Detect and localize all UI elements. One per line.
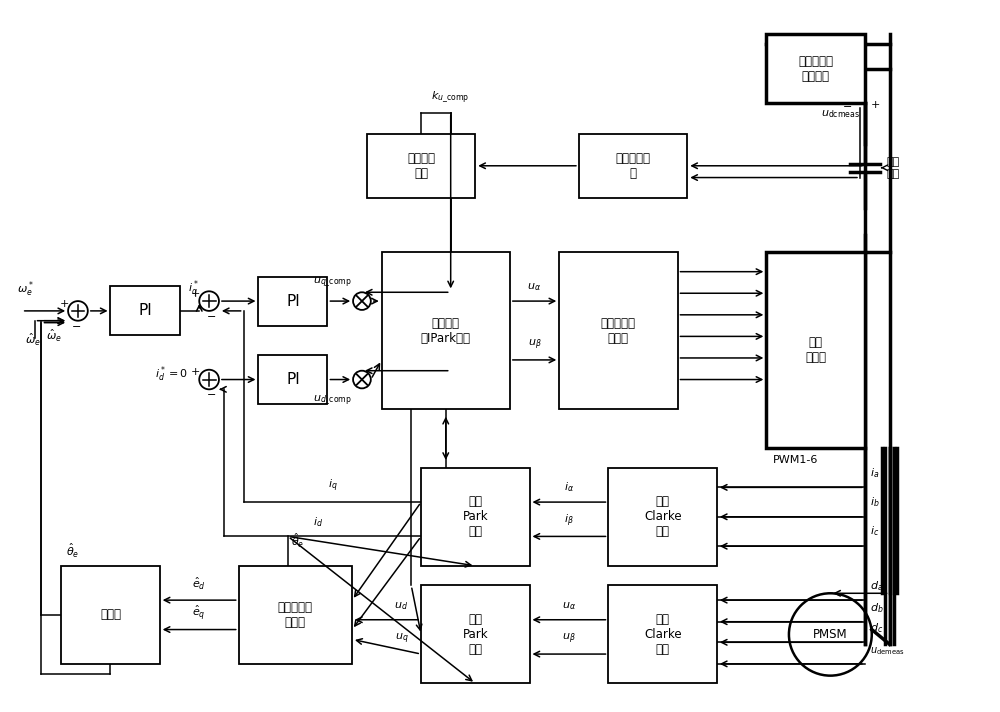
Text: $u_d$: $u_d$ <box>394 600 408 612</box>
Bar <box>239 566 352 664</box>
Text: $\hat{\theta}_e$: $\hat{\theta}_e$ <box>66 542 79 560</box>
Text: 单相或三相
整流电路: 单相或三相 整流电路 <box>798 55 833 83</box>
Text: 锁相环: 锁相环 <box>100 608 121 622</box>
Text: $i_{\beta}$: $i_{\beta}$ <box>564 512 574 528</box>
Text: $u_{\rm demeas}$: $u_{\rm demeas}$ <box>870 645 905 657</box>
Text: $u_{\beta}$: $u_{\beta}$ <box>562 632 576 646</box>
Text: $-$: $-$ <box>842 100 852 110</box>
Text: $i_a$: $i_a$ <box>870 466 879 480</box>
Text: 补偿系数
计算: 补偿系数 计算 <box>407 152 435 180</box>
Bar <box>421 585 530 684</box>
Bar <box>61 566 160 664</box>
Text: PMSM: PMSM <box>813 628 848 641</box>
Bar <box>421 468 530 566</box>
Text: 母线电压采
样: 母线电压采 样 <box>616 152 651 180</box>
Text: $i_b$: $i_b$ <box>870 495 879 509</box>
Bar <box>110 286 180 335</box>
Text: $u_{\beta}$: $u_{\beta}$ <box>528 337 541 352</box>
Text: $u_{\alpha}$: $u_{\alpha}$ <box>527 281 542 293</box>
Text: 电压
Park
变换: 电压 Park 变换 <box>463 613 488 656</box>
Text: $d_b$: $d_b$ <box>870 601 883 615</box>
Text: 电压限幅
和IPark变换: 电压限幅 和IPark变换 <box>421 317 471 345</box>
Text: $\hat{\omega}_e$: $\hat{\omega}_e$ <box>25 333 41 348</box>
Text: PI: PI <box>138 303 152 318</box>
Text: $i_q^*$: $i_q^*$ <box>188 279 199 301</box>
Bar <box>367 135 475 198</box>
Text: $+$: $+$ <box>870 100 880 110</box>
Text: 三相
逆变桥: 三相 逆变桥 <box>805 336 826 364</box>
Bar <box>608 585 717 684</box>
Bar <box>766 34 865 103</box>
Bar <box>382 252 510 409</box>
Bar <box>559 252 678 409</box>
Text: PI: PI <box>286 293 300 308</box>
Text: $\hat{e}_d$: $\hat{e}_d$ <box>192 576 206 592</box>
Text: 薄膜
电容: 薄膜 电容 <box>887 157 900 179</box>
Text: PWM1-6: PWM1-6 <box>773 455 819 465</box>
Text: $i_q$: $i_q$ <box>328 478 337 494</box>
Text: $+$: $+$ <box>190 366 200 377</box>
Text: 电流
Park
变换: 电流 Park 变换 <box>463 496 488 538</box>
Text: $i_{\alpha}$: $i_{\alpha}$ <box>564 481 574 494</box>
Text: $i_d$: $i_d$ <box>313 515 323 528</box>
Bar <box>579 135 687 198</box>
Text: $i_d^*=0$: $i_d^*=0$ <box>155 365 188 384</box>
Text: $-$: $-$ <box>206 310 216 320</box>
Text: $u_q$: $u_q$ <box>395 632 408 646</box>
Text: $\hat{e}_q$: $\hat{e}_q$ <box>192 603 206 622</box>
Text: 电压
Clarke
变换: 电压 Clarke 变换 <box>644 613 682 656</box>
Text: 电流
Clarke
变换: 电流 Clarke 变换 <box>644 496 682 538</box>
Text: $-$: $-$ <box>206 388 216 398</box>
Bar <box>608 468 717 566</box>
Text: $d_c$: $d_c$ <box>870 622 883 635</box>
Text: $+$: $+$ <box>190 288 200 299</box>
Text: $u_{q\_\rm comp}$: $u_{q\_\rm comp}$ <box>313 276 352 289</box>
Text: $\hat{\omega}_e$: $\hat{\omega}_e$ <box>46 328 62 343</box>
Text: $k_{u\_\rm comp}$: $k_{u\_\rm comp}$ <box>431 89 469 105</box>
Text: $d_a$: $d_a$ <box>870 580 883 593</box>
Text: $u_{d\_\rm comp}$: $u_{d\_\rm comp}$ <box>313 393 352 407</box>
Text: 龙伯格状态
观测器: 龙伯格状态 观测器 <box>278 601 313 629</box>
Text: $u_{\rm dcmeas}$: $u_{\rm dcmeas}$ <box>821 108 860 120</box>
Text: $-$: $-$ <box>71 320 81 330</box>
Text: PI: PI <box>286 372 300 387</box>
Text: $i_c$: $i_c$ <box>870 525 879 538</box>
Text: $\omega_e^*$: $\omega_e^*$ <box>17 280 34 299</box>
Text: $\hat{\theta}_e$: $\hat{\theta}_e$ <box>291 532 304 550</box>
Bar <box>766 252 865 448</box>
Text: $+$: $+$ <box>59 298 69 308</box>
Bar <box>258 355 327 404</box>
Text: $u_{\alpha}$: $u_{\alpha}$ <box>562 600 576 612</box>
Bar <box>258 276 327 325</box>
Text: 空间矢量脉
宽调制: 空间矢量脉 宽调制 <box>601 317 636 345</box>
